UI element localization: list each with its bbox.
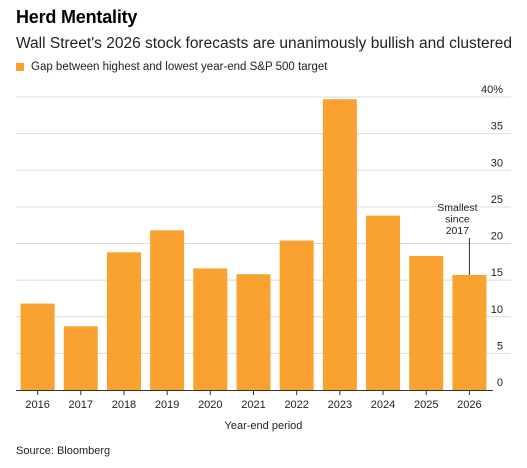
legend: Gap between highest and lowest year-end … <box>16 61 327 73</box>
x-tick-label: 2016 <box>25 399 49 411</box>
bar <box>106 252 141 390</box>
y-tick-label: 40% <box>481 84 503 96</box>
x-tick-label: 2023 <box>328 399 352 411</box>
x-tick-label: 2017 <box>69 399 93 411</box>
y-tick-label: 35 <box>491 121 503 133</box>
annotation-text: Smallest <box>437 202 477 214</box>
x-tick-label: 2025 <box>414 399 438 411</box>
x-tick-label: 2018 <box>112 399 136 411</box>
x-tick-label: 2022 <box>284 399 308 411</box>
chart-subtitle: Wall Street's 2026 stock forecasts are u… <box>16 35 513 52</box>
bar <box>322 99 357 390</box>
y-tick-label: 15 <box>491 267 503 279</box>
annotation-text: 2017 <box>446 225 470 237</box>
y-tick-label: 25 <box>491 194 503 206</box>
y-tick-label: 20 <box>491 231 503 243</box>
chart-title: Herd Mentality <box>16 7 138 27</box>
x-tick-label: 2026 <box>457 399 481 411</box>
y-tick-label: 5 <box>497 340 503 352</box>
bar <box>452 274 487 390</box>
annotation-text: since <box>445 214 470 226</box>
bar <box>366 215 401 390</box>
x-tick-label: 2020 <box>198 399 222 411</box>
x-axis-label: Year-end period <box>225 420 303 432</box>
bar <box>409 255 444 390</box>
bar-chart: 40% 35 30 25 20 15 10 5 0 2016 2017 2018 2019 2020 202… <box>16 84 511 432</box>
y-tick-label: 0 <box>497 377 503 389</box>
bar <box>279 240 314 390</box>
x-tick-label: 2021 <box>241 399 265 411</box>
x-tick-label: 2019 <box>155 399 179 411</box>
legend-label: Gap between highest and lowest year-end … <box>31 61 328 73</box>
bar <box>236 274 271 390</box>
y-tick-label: 10 <box>491 304 503 316</box>
bar <box>20 303 55 390</box>
legend-swatch <box>16 63 24 71</box>
bar <box>63 326 98 390</box>
bar <box>193 268 228 390</box>
y-tick-label: 30 <box>491 157 503 169</box>
source-note: Source: Bloomberg <box>16 445 111 457</box>
x-tick-label: 2024 <box>371 399 395 411</box>
bar <box>150 230 185 390</box>
